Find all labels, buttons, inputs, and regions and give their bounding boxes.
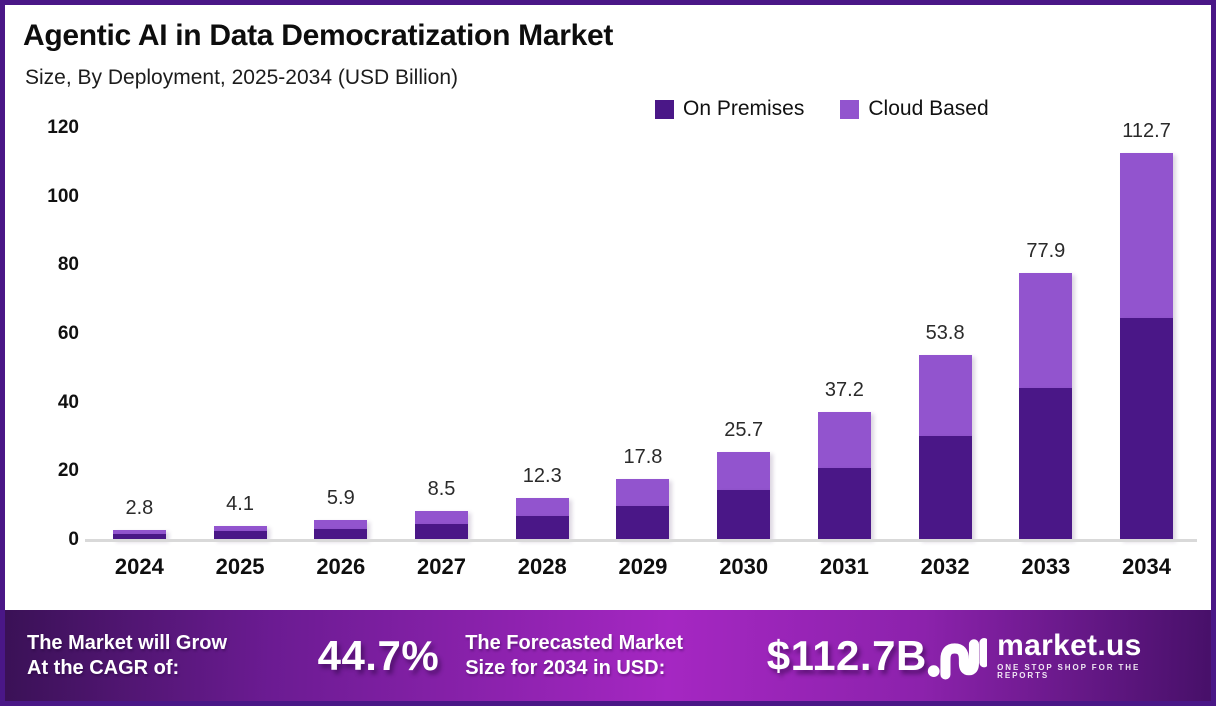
- bar-segment-cloud-based-2028: [515, 497, 569, 516]
- bar-value-label-2029: 17.8: [623, 445, 663, 468]
- bar-column-2028: 12.3: [515, 128, 569, 540]
- bar-segment-on-premises-2029: [616, 505, 670, 540]
- bar-value-label-2024: 2.8: [125, 497, 154, 520]
- y-tick-label-100: 100: [47, 185, 79, 207]
- bar-segment-cloud-based-2034: [1120, 153, 1174, 319]
- x-tick-label-2033: 2033: [1021, 554, 1071, 579]
- bar-segment-cloud-based-2027: [415, 510, 469, 524]
- bar-column-2030: 25.7: [717, 128, 771, 540]
- bar-segment-cloud-based-2024: [112, 530, 166, 534]
- market-us-logo: market.us ONE STOP SHOP FOR THE REPORTS: [927, 628, 1185, 684]
- chart-subtitle: Size, By Deployment, 2025-2034 (USD Bill…: [25, 66, 459, 89]
- bar-segment-on-premises-2026: [314, 528, 368, 540]
- cagr-label: The Market will Grow At the CAGR of:: [27, 631, 294, 681]
- cagr-label-line1: The Market will Grow: [27, 631, 228, 654]
- bottom-banner: The Market will Grow At the CAGR of: 44.…: [5, 610, 1211, 701]
- bar-segment-on-premises-2027: [415, 523, 469, 540]
- bar-value-label-2028: 12.3: [522, 464, 562, 487]
- x-tick-label-2034: 2034: [1122, 554, 1172, 579]
- bar-segment-cloud-based-2029: [616, 478, 670, 506]
- bar-column-2031: 37.2: [817, 128, 871, 540]
- y-tick-label-0: 0: [68, 529, 79, 550]
- bar-segment-on-premises-2024: [112, 533, 166, 540]
- bar-segment-cloud-based-2026: [314, 519, 368, 529]
- bar-segment-on-premises-2028: [515, 515, 569, 540]
- x-tick-label-2028: 2028: [517, 554, 567, 579]
- x-tick-label-2024: 2024: [114, 554, 164, 579]
- bar-column-2027: 8.5: [415, 128, 469, 540]
- legend-item-cloud-based: Cloud Based: [840, 97, 989, 121]
- x-tick-label-2027: 2027: [417, 554, 466, 579]
- x-tick-label-2029: 2029: [618, 554, 668, 579]
- y-tick-label-20: 20: [57, 460, 79, 482]
- bar-column-2034: 112.7: [1120, 120, 1174, 540]
- cagr-label-line2: At the CAGR of:: [27, 656, 180, 679]
- market-us-logo-icon: [927, 637, 988, 679]
- bar-value-label-2027: 8.5: [427, 477, 456, 500]
- x-tick-label-2025: 2025: [215, 554, 265, 579]
- bar-segment-on-premises-2031: [817, 467, 871, 540]
- market-us-logo-tagline: ONE STOP SHOP FOR THE REPORTS: [997, 663, 1141, 680]
- legend-label-cloud-based: Cloud Based: [868, 97, 989, 120]
- legend-swatch-on-premises: [655, 99, 674, 119]
- market-us-logo-text: market.us: [997, 629, 1142, 662]
- bar-value-label-2032: 53.8: [925, 322, 965, 345]
- x-tick-label-2026: 2026: [316, 554, 366, 579]
- bar-segment-cloud-based-2030: [717, 451, 771, 490]
- forecast-label-line2: Size for 2034 in USD:: [465, 656, 666, 679]
- x-tick-label-2031: 2031: [819, 554, 869, 579]
- bar-series: 2.8 4.1 5.9 8.5 12.3 17.8 25.7 37.2 53.8 77.9 112.…: [89, 120, 1197, 540]
- bar-column-2024: 2.8: [112, 128, 166, 540]
- bar-column-2026: 5.9: [314, 128, 368, 540]
- bar-column-2032: 53.8: [918, 128, 972, 540]
- bar-segment-on-premises-2030: [717, 489, 771, 540]
- bar-value-label-2034: 112.7: [1122, 120, 1171, 143]
- bar-value-label-2031: 37.2: [824, 379, 864, 402]
- bar-column-2029: 17.8: [616, 128, 670, 540]
- bar-segment-on-premises-2034: [1120, 318, 1174, 540]
- plot-area: 0 20 40 60 80 100 120 2.8 4.1 5.9 8.5 12.3 17.8 25.7…: [47, 117, 1197, 579]
- x-axis: 2024 2025 2026 2027 2028 2029 2030 2031 2032 2033…: [89, 554, 1197, 580]
- bar-segment-on-premises-2032: [918, 435, 972, 540]
- y-tick-label-40: 40: [57, 391, 79, 413]
- bar-column-2025: 4.1: [213, 128, 267, 540]
- legend-swatch-cloud-based: [840, 99, 860, 119]
- bar-segment-cloud-based-2032: [918, 355, 972, 436]
- bar-segment-on-premises-2033: [1019, 387, 1073, 540]
- bar-segment-cloud-based-2033: [1019, 272, 1073, 388]
- chart-title: Agentic AI in Data Democratization Marke…: [23, 19, 614, 52]
- bar-segment-cloud-based-2025: [213, 525, 267, 532]
- legend-item-on-premises: On Premises: [655, 97, 804, 121]
- x-tick-label-2032: 2032: [920, 554, 970, 579]
- y-tick-label-80: 80: [57, 254, 79, 276]
- legend: On Premises Cloud Based: [655, 97, 989, 121]
- y-axis: 0 20 40 60 80 100 120: [23, 117, 79, 550]
- legend-label-on-premises: On Premises: [683, 97, 805, 120]
- forecast-label-line1: The Forecasted Market: [465, 631, 684, 654]
- forecast-value: $112.7B: [766, 631, 927, 679]
- x-axis-line: [85, 539, 1197, 542]
- y-tick-label-60: 60: [57, 323, 79, 344]
- bar-value-label-2025: 4.1: [226, 492, 254, 515]
- bar-column-2033: 77.9: [1019, 128, 1073, 540]
- y-tick-label-120: 120: [47, 117, 79, 138]
- forecast-label: The Forecasted Market Size for 2034 in U…: [465, 631, 749, 681]
- bar-segment-cloud-based-2031: [817, 412, 871, 468]
- bar-value-label-2030: 25.7: [724, 418, 764, 441]
- cagr-value: 44.7%: [317, 631, 440, 679]
- x-tick-label-2030: 2030: [719, 554, 769, 579]
- bar-value-label-2026: 5.9: [326, 486, 355, 509]
- bar-value-label-2033: 77.9: [1026, 239, 1066, 262]
- bar-segment-on-premises-2025: [213, 531, 267, 540]
